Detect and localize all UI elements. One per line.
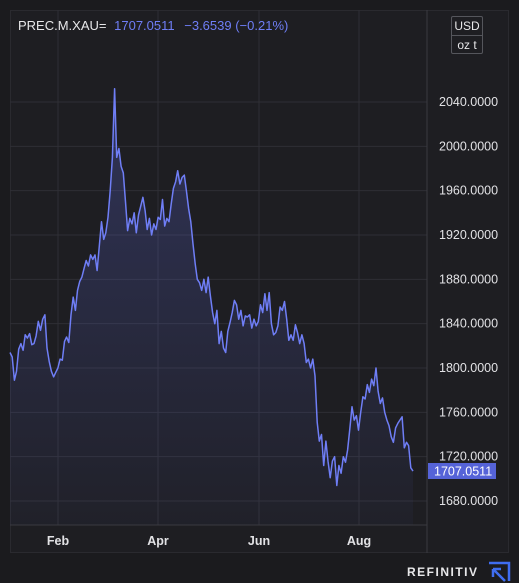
x-tick-label: Feb bbox=[47, 534, 70, 548]
y-tick-label: 2000.0000 bbox=[439, 139, 498, 153]
instrument-symbol: PREC.M.XAU= bbox=[18, 18, 107, 33]
last-price: 1707.0511 bbox=[114, 18, 175, 33]
brand-name: REFINITIV bbox=[407, 565, 479, 579]
x-axis-ticks: Feb Apr Jun Aug bbox=[47, 534, 371, 548]
y-tick-label: 1840.0000 bbox=[439, 317, 498, 331]
y-axis-ticks: 2040.0000 2000.0000 1960.0000 1920.0000 1880… bbox=[439, 95, 498, 508]
last-value-text: 1707.0511 bbox=[434, 465, 492, 479]
weight-unit[interactable]: oz t bbox=[457, 38, 477, 52]
last-value-label: 1707.0511 bbox=[428, 463, 496, 479]
x-tick-label: Jun bbox=[248, 534, 270, 548]
x-tick-label: Apr bbox=[147, 534, 169, 548]
y-tick-label: 1960.0000 bbox=[439, 184, 498, 198]
refinitiv-arrow-icon bbox=[489, 561, 511, 582]
y-tick-label: 1760.0000 bbox=[439, 405, 498, 419]
price-change: −3.6539 (−0.21%) bbox=[184, 18, 289, 33]
y-tick-label: 1800.0000 bbox=[439, 361, 498, 375]
quote-header: PREC.M.XAU= 1707.0511 −3.6539 (−0.21%) bbox=[18, 18, 288, 33]
unit-selector[interactable]: USD oz t bbox=[451, 16, 483, 54]
y-tick-label: 1720.0000 bbox=[439, 450, 498, 464]
currency-unit[interactable]: USD bbox=[452, 17, 482, 36]
y-tick-label: 2040.0000 bbox=[439, 95, 498, 109]
y-tick-label: 1880.0000 bbox=[439, 272, 498, 286]
y-tick-label: 1680.0000 bbox=[439, 494, 498, 508]
price-series-line bbox=[9, 87, 414, 487]
y-tick-label: 1920.0000 bbox=[439, 228, 498, 242]
x-tick-label: Aug bbox=[347, 534, 371, 548]
